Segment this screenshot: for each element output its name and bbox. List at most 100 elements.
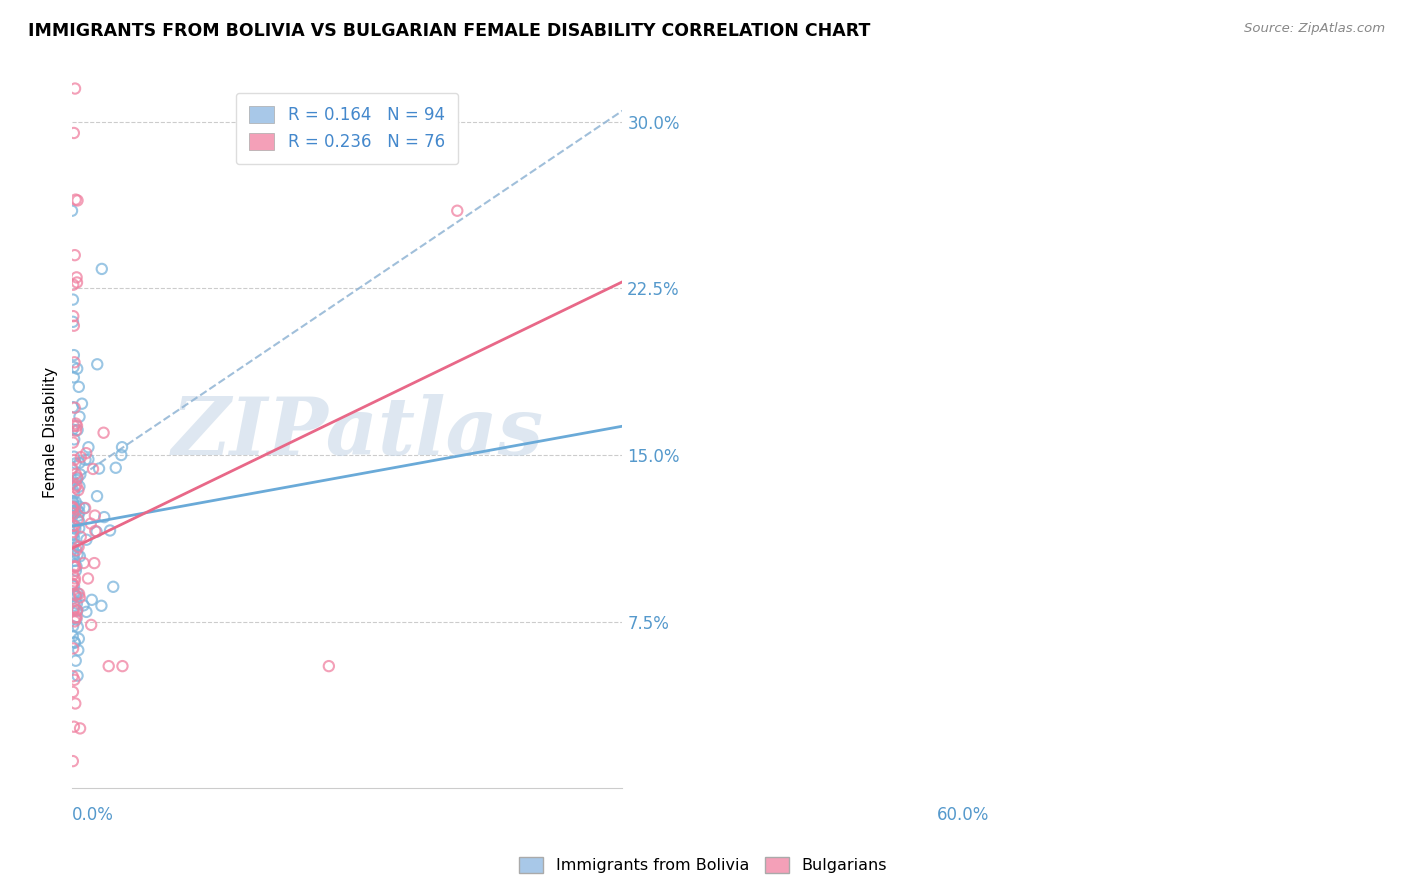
Point — [69, 591, 91, 605]
Point — [75, 533, 97, 547]
Point — [65, 559, 87, 574]
Point — [80, 516, 103, 531]
Text: ZIPatlas: ZIPatlas — [172, 394, 544, 472]
Point — [63, 81, 86, 95]
Text: 0.0%: 0.0% — [72, 806, 114, 824]
Point — [65, 564, 87, 578]
Point — [67, 643, 90, 657]
Point — [93, 425, 115, 440]
Point — [90, 261, 112, 276]
Point — [63, 370, 86, 384]
Point — [80, 618, 103, 632]
Point — [60, 203, 83, 218]
Point — [75, 605, 97, 619]
Point — [63, 636, 86, 650]
Point — [77, 572, 100, 586]
Point — [63, 559, 86, 574]
Point — [93, 510, 115, 524]
Point — [66, 539, 89, 553]
Point — [63, 503, 86, 517]
Point — [70, 450, 93, 464]
Point — [111, 440, 134, 454]
Point — [62, 754, 84, 768]
Point — [63, 599, 86, 613]
Point — [62, 567, 84, 582]
Legend: R = 0.164   N = 94, R = 0.236   N = 76: R = 0.164 N = 94, R = 0.236 N = 76 — [236, 93, 458, 164]
Point — [67, 587, 90, 601]
Point — [104, 460, 127, 475]
Point — [65, 590, 87, 604]
Point — [62, 586, 84, 600]
Point — [67, 479, 90, 493]
Point — [66, 423, 89, 437]
Point — [69, 722, 91, 736]
Point — [77, 440, 100, 454]
Point — [66, 276, 89, 290]
Point — [63, 450, 86, 464]
Point — [65, 424, 87, 438]
Point — [63, 248, 86, 262]
Point — [69, 409, 91, 424]
Point — [66, 470, 89, 484]
Point — [66, 586, 89, 600]
Point — [62, 527, 84, 541]
Point — [86, 524, 108, 539]
Point — [62, 423, 84, 437]
Point — [82, 462, 104, 476]
Point — [63, 126, 86, 140]
Text: IMMIGRANTS FROM BOLIVIA VS BULGARIAN FEMALE DISABILITY CORRELATION CHART: IMMIGRANTS FROM BOLIVIA VS BULGARIAN FEM… — [28, 22, 870, 40]
Point — [62, 277, 84, 292]
Point — [67, 380, 90, 394]
Point — [65, 697, 87, 711]
Point — [83, 556, 105, 570]
Point — [63, 401, 86, 415]
Point — [69, 530, 91, 544]
Point — [65, 495, 87, 509]
Point — [66, 361, 89, 376]
Point — [62, 315, 84, 329]
Point — [63, 601, 86, 615]
Point — [86, 489, 108, 503]
Point — [65, 610, 87, 624]
Point — [67, 505, 90, 519]
Point — [62, 547, 84, 561]
Point — [63, 518, 86, 533]
Point — [67, 483, 90, 497]
Point — [62, 293, 84, 307]
Point — [66, 597, 89, 611]
Point — [65, 654, 87, 668]
Point — [67, 521, 90, 535]
Point — [63, 453, 86, 467]
Point — [65, 467, 87, 481]
Point — [66, 668, 89, 682]
Point — [63, 348, 86, 362]
Point — [90, 599, 112, 613]
Point — [63, 571, 86, 585]
Point — [66, 418, 89, 433]
Point — [63, 481, 86, 495]
Point — [70, 397, 93, 411]
Point — [65, 522, 87, 536]
Point — [65, 506, 87, 520]
Y-axis label: Female Disability: Female Disability — [44, 368, 58, 499]
Point — [62, 578, 84, 592]
Point — [62, 507, 84, 521]
Point — [66, 502, 89, 516]
Point — [63, 531, 86, 545]
Point — [65, 417, 87, 431]
Point — [62, 500, 84, 515]
Point — [72, 599, 94, 613]
Point — [69, 549, 91, 564]
Point — [73, 556, 96, 570]
Point — [62, 309, 84, 323]
Point — [111, 659, 134, 673]
Text: 60.0%: 60.0% — [936, 806, 990, 824]
Point — [63, 611, 86, 625]
Point — [63, 574, 86, 589]
Point — [446, 203, 468, 218]
Point — [62, 669, 84, 683]
Point — [62, 604, 84, 618]
Point — [66, 512, 89, 526]
Point — [67, 540, 90, 554]
Point — [65, 193, 87, 207]
